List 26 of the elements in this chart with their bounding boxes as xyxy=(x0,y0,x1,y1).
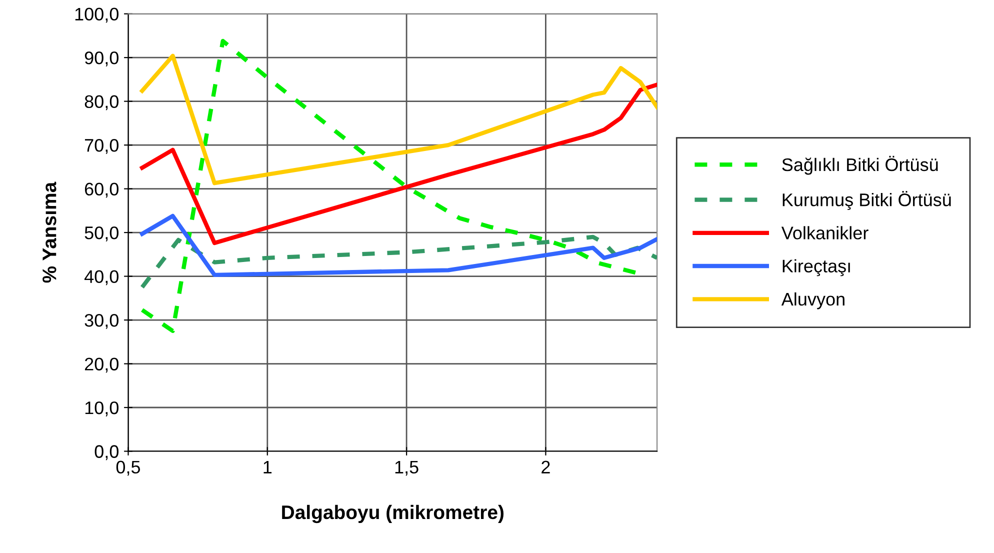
y-tick-label: 20,0 xyxy=(84,358,118,373)
x-tick-label: 2 xyxy=(542,460,550,474)
y-tick-label: 40,0 xyxy=(84,270,118,286)
y-tick-label: 100,0 xyxy=(75,8,118,23)
legend-label: Kireçtaşı xyxy=(782,259,850,276)
line-series xyxy=(140,234,658,290)
line-series xyxy=(140,54,658,186)
y-tick-label: 50,0 xyxy=(84,226,118,242)
legend-label: Aluvyon xyxy=(781,292,844,310)
y-tick-label: 30,0 xyxy=(84,314,118,329)
y-tick-label: 80,0 xyxy=(84,95,118,110)
legend-label: Sağlıklı Bitki Örtüsü xyxy=(782,156,938,175)
y-tick-label: 70,0 xyxy=(84,138,118,154)
x-tick-label: 0,5 xyxy=(116,460,140,476)
x-tick-label: 1 xyxy=(264,460,272,474)
legend-label: Kurumuş Bitki Örtüsü xyxy=(782,190,951,210)
y-tick-label: 90,0 xyxy=(84,52,118,66)
x-tick-label: 1,5 xyxy=(395,460,418,476)
x-axis-title: Dalgaboyu (mikrometre) xyxy=(282,504,504,524)
y-axis-title: % Yansıma xyxy=(42,182,56,283)
y-tick-label: 60,0 xyxy=(84,182,118,198)
line-series xyxy=(140,82,658,246)
line-series xyxy=(140,214,658,278)
y-tick-label: 10,0 xyxy=(85,401,118,416)
y-tick-label: 0,0 xyxy=(94,445,118,460)
legend-label: Volkanikler xyxy=(781,226,868,240)
